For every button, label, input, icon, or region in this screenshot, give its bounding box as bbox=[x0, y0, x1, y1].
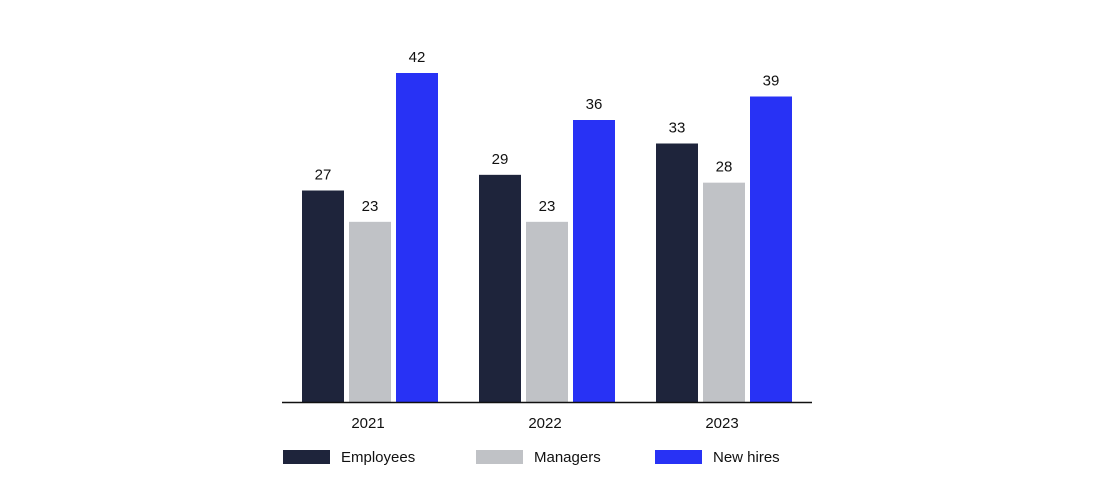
value-label: 33 bbox=[669, 119, 686, 136]
legend-swatch bbox=[476, 450, 523, 464]
bar bbox=[526, 221, 568, 402]
value-label: 23 bbox=[539, 198, 556, 215]
value-label: 36 bbox=[586, 96, 603, 113]
bar bbox=[396, 73, 438, 402]
x-tick-label: 2022 bbox=[528, 415, 561, 432]
legend-swatch bbox=[283, 450, 330, 464]
value-label: 27 bbox=[315, 166, 332, 183]
value-label: 39 bbox=[763, 72, 780, 89]
legend-label: Managers bbox=[534, 449, 601, 466]
x-tick-label: 2023 bbox=[705, 415, 738, 432]
value-label: 29 bbox=[492, 151, 509, 168]
bar bbox=[573, 120, 615, 402]
bar bbox=[349, 221, 391, 402]
bar bbox=[703, 182, 745, 402]
value-label: 42 bbox=[409, 49, 426, 66]
value-label: 23 bbox=[362, 198, 379, 215]
bar bbox=[656, 143, 698, 402]
x-tick-label: 2021 bbox=[351, 415, 384, 432]
bar bbox=[479, 174, 521, 402]
bar bbox=[302, 190, 344, 402]
bar bbox=[750, 96, 792, 402]
value-label: 28 bbox=[716, 159, 733, 176]
legend-label: Employees bbox=[341, 449, 415, 466]
legend-swatch bbox=[655, 450, 702, 464]
legend-label: New hires bbox=[713, 449, 780, 466]
